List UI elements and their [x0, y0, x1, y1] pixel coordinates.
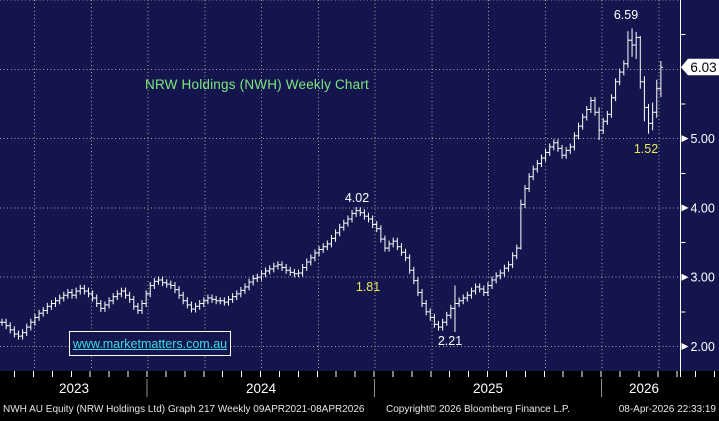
price-annotation: 6.59 — [613, 8, 639, 22]
marketmatters-link[interactable]: www.marketmatters.com.au — [72, 336, 228, 351]
price-bars — [0, 28, 663, 340]
x-axis-year-label: 2025 — [472, 381, 504, 396]
price-annotation: 1.81 — [355, 280, 381, 294]
footer-instrument-info: NWH AU Equity (NRW Holdings Ltd) Graph 2… — [3, 404, 365, 415]
x-axis-year-label: 2026 — [628, 381, 660, 396]
y-axis-tick-label: 3.00 — [691, 271, 715, 285]
bottom-axis-strip — [0, 371, 719, 421]
chart-title: NRW Holdings (NWH) Weekly Chart — [145, 77, 369, 92]
last-price-callout: 6.03 — [681, 58, 719, 76]
footer-copyright: Copyright© 2026 Bloomberg Finance L.P. — [386, 404, 570, 415]
x-axis — [14, 371, 716, 397]
price-annotation: 2.21 — [437, 334, 463, 348]
footer-timestamp: 08-Apr-2026 22:33:19 — [618, 404, 716, 415]
x-axis-year-label: 2023 — [58, 381, 90, 396]
price-annotation: 4.02 — [344, 191, 370, 205]
y-axis-tick-label: 5.00 — [691, 132, 715, 146]
x-axis-year-label: 2024 — [245, 381, 277, 396]
y-axis-tick-label: 4.00 — [691, 201, 715, 215]
price-annotation: 1.52 — [633, 142, 659, 156]
footer-bar: NWH AU Equity (NRW Holdings Ltd) Graph 2… — [0, 404, 719, 418]
watermark-box: www.marketmatters.com.au — [69, 331, 231, 356]
gridlines — [0, 0, 681, 371]
last-price-label: 6.03 — [690, 60, 716, 75]
y-axis: 2.00 3.00 4.00 5.00 — [679, 0, 715, 377]
y-axis-tick-label: 2.00 — [691, 340, 715, 354]
